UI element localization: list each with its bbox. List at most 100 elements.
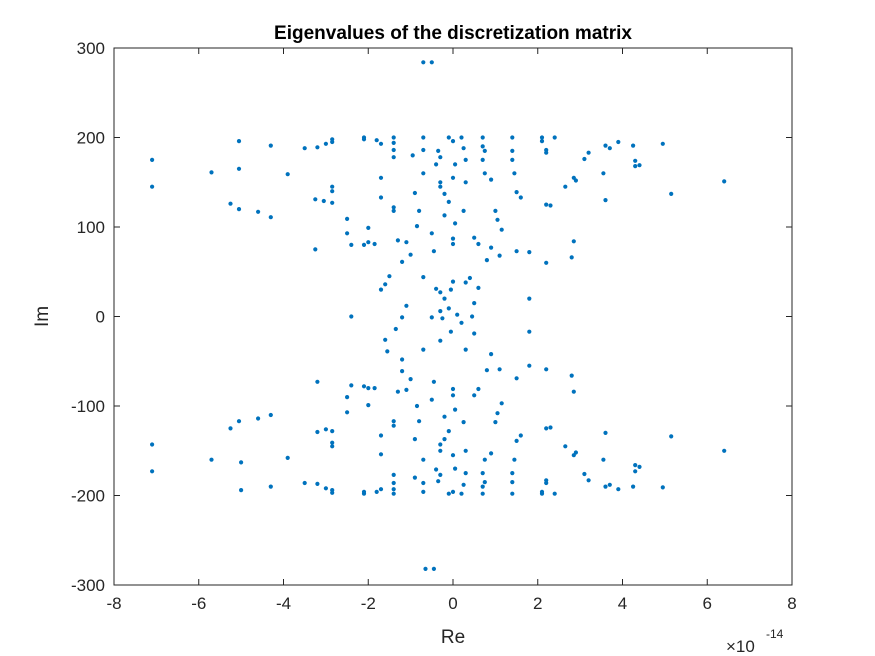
data-point	[421, 457, 426, 462]
data-point	[150, 184, 155, 189]
data-point	[330, 139, 335, 145]
data-point	[493, 420, 498, 425]
data-point	[450, 241, 456, 247]
data-point	[417, 208, 422, 213]
data-point	[436, 148, 441, 153]
data-point	[268, 484, 273, 489]
data-point	[374, 489, 379, 494]
data-point	[637, 464, 642, 469]
data-point	[633, 158, 638, 163]
data-point	[569, 255, 574, 260]
data-point	[660, 485, 665, 490]
data-point	[404, 303, 409, 308]
data-point	[383, 282, 388, 287]
data-point	[518, 433, 523, 438]
x-tick-label: 0	[448, 594, 457, 613]
data-point	[421, 60, 426, 65]
data-point	[510, 491, 515, 496]
data-point	[366, 240, 371, 245]
data-point	[431, 566, 436, 572]
data-point	[421, 489, 426, 494]
data-point	[378, 433, 384, 438]
x-tick-label: 8	[787, 594, 796, 613]
data-point	[315, 379, 320, 384]
data-point	[472, 301, 477, 306]
data-point	[495, 217, 500, 222]
data-point	[603, 143, 608, 148]
data-point	[391, 472, 396, 477]
data-point	[539, 489, 545, 494]
data-point	[391, 140, 396, 145]
data-point	[349, 383, 354, 388]
data-point	[499, 227, 504, 232]
data-point	[366, 225, 371, 230]
data-point	[493, 208, 498, 213]
x-axis-label: Re	[441, 627, 465, 648]
x-scale-exponent: -14	[766, 627, 784, 641]
data-point	[330, 488, 335, 493]
x-tick-label: -8	[106, 594, 121, 613]
data-point	[285, 455, 290, 460]
data-point	[421, 147, 426, 153]
data-point	[453, 466, 458, 471]
data-point	[345, 395, 350, 400]
data-point	[442, 414, 447, 419]
data-point	[603, 198, 608, 203]
data-point	[544, 367, 549, 372]
data-point	[421, 347, 426, 352]
data-point	[450, 279, 456, 284]
data-point	[315, 145, 320, 150]
data-point	[438, 472, 443, 477]
data-point	[510, 480, 515, 485]
data-point	[395, 238, 400, 243]
data-point	[461, 208, 466, 213]
data-point	[633, 164, 638, 169]
data-point	[669, 434, 674, 439]
data-point	[489, 352, 494, 357]
data-point	[268, 412, 273, 418]
data-point	[637, 163, 642, 168]
data-point	[345, 410, 350, 415]
data-point	[372, 386, 377, 391]
x-tick-label: 6	[703, 594, 712, 613]
data-point	[669, 191, 674, 196]
data-point	[552, 491, 557, 496]
data-point	[330, 200, 335, 205]
data-point	[438, 180, 443, 185]
data-point	[607, 482, 612, 487]
data-point	[603, 484, 608, 489]
data-point	[378, 141, 384, 146]
data-point	[544, 426, 549, 431]
data-point	[393, 326, 398, 332]
data-point	[527, 250, 532, 255]
data-point	[497, 253, 502, 258]
data-point	[391, 208, 396, 213]
data-point	[463, 448, 468, 453]
data-point	[391, 155, 396, 160]
data-point	[323, 427, 328, 432]
data-point	[150, 469, 155, 474]
data-point	[603, 430, 608, 435]
data-point	[463, 347, 468, 352]
data-point	[408, 377, 413, 382]
data-point	[385, 349, 390, 354]
data-point	[236, 139, 242, 144]
data-point	[323, 486, 328, 491]
data-point	[601, 171, 606, 176]
data-point	[423, 566, 428, 572]
data-point	[484, 258, 489, 263]
data-point	[345, 216, 350, 221]
data-point	[571, 239, 576, 244]
data-point	[408, 252, 413, 257]
data-point	[330, 444, 335, 449]
data-point	[482, 171, 487, 176]
data-point	[573, 450, 579, 455]
data-point	[480, 135, 485, 140]
data-point	[539, 135, 545, 140]
data-point	[438, 338, 443, 343]
data-point	[330, 440, 335, 445]
data-point	[417, 419, 422, 424]
data-point	[438, 184, 443, 189]
data-point	[480, 484, 485, 489]
data-point	[514, 376, 519, 381]
